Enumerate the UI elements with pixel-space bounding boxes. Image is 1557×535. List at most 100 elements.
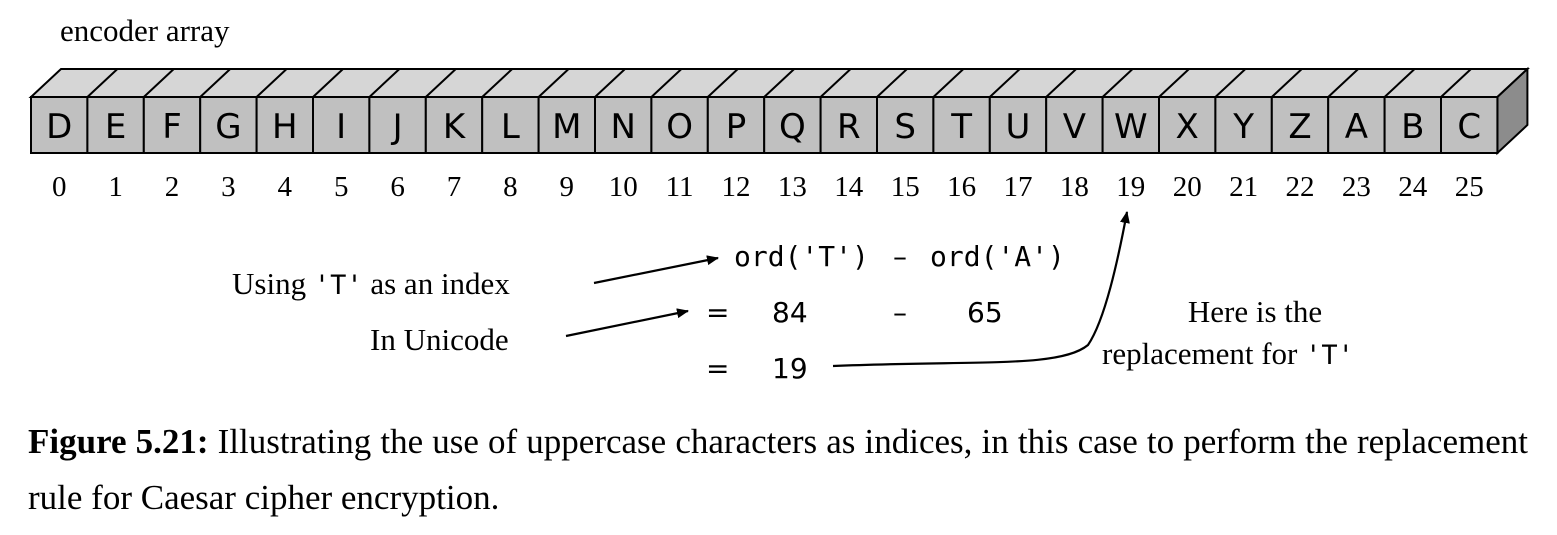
array-cell-letter: N — [610, 107, 635, 147]
array-index: 5 — [334, 171, 349, 203]
arrow-unicode-to-equation — [565, 308, 689, 338]
array-cell-14 — [819, 96, 878, 154]
array-cell-11 — [650, 96, 709, 154]
arrow-result-to-index-19 — [832, 211, 1130, 368]
array-cell-3 — [199, 96, 258, 154]
array-top-divider — [1440, 68, 1472, 98]
array-cell-1 — [86, 96, 145, 154]
unicode-annotation: In Unicode — [370, 322, 509, 357]
array-index: 20 — [1173, 171, 1202, 203]
replacement-annotation-line2: replacement for 'T' — [1102, 336, 1354, 371]
array-index: 13 — [778, 171, 807, 203]
array-top-divider — [143, 68, 175, 98]
array-index: 21 — [1229, 171, 1258, 203]
equation-ord-a: ord('A') — [930, 240, 1065, 273]
arrow-index-to-equation — [593, 255, 719, 285]
array-index: 9 — [560, 171, 575, 203]
array-top-divider — [1045, 68, 1077, 98]
index-annotation-suffix: as an index — [363, 266, 511, 301]
array-cell-9 — [537, 96, 596, 154]
array-top-divider — [481, 68, 513, 98]
figure-caption-text: Illustrating the use of uppercase charac… — [28, 422, 1528, 517]
array-cell-letter: U — [1006, 107, 1031, 147]
array-index: 23 — [1342, 171, 1371, 203]
array-label: encoder array — [60, 13, 230, 48]
array-cell-letter: S — [894, 107, 916, 147]
array-top-divider — [594, 68, 626, 98]
index-annotation-code: 'T' — [314, 270, 363, 301]
array-index: 2 — [165, 171, 180, 203]
array-index: 10 — [609, 171, 638, 203]
array-cell-letter: C — [1457, 107, 1481, 147]
array-cell-letter: W — [1114, 107, 1148, 147]
array-index: 18 — [1060, 171, 1089, 203]
array-top-divider — [876, 68, 908, 98]
array-cell-letter: T — [950, 107, 972, 147]
equation-value-a: 65 — [967, 296, 1003, 329]
array-cell-letter: M — [552, 107, 581, 147]
figure-caption-label: Figure 5.21: — [28, 422, 209, 461]
array-index: 22 — [1286, 171, 1315, 203]
array-cell-24 — [1383, 96, 1442, 154]
array-cell-17 — [988, 96, 1048, 154]
array-cell-letter: D — [46, 107, 72, 147]
array-index: 3 — [221, 171, 236, 203]
array-top-divider — [1214, 68, 1247, 98]
array-top-divider — [425, 68, 457, 98]
equation-ord-t: ord('T') — [734, 240, 869, 273]
array-cell-letter: Z — [1288, 107, 1311, 147]
array-cell-letter: Q — [779, 107, 806, 147]
array-cell-5 — [312, 96, 371, 154]
array-top-divider — [819, 68, 852, 98]
array-top-divider — [707, 68, 739, 98]
array-cell-letter: G — [215, 107, 241, 147]
array-top-divider — [537, 68, 570, 98]
array-cell-letter: R — [837, 107, 861, 147]
array-index: 7 — [447, 171, 462, 203]
array-top-divider — [1383, 68, 1416, 98]
array-index: 1 — [108, 171, 123, 203]
array-top-divider — [368, 68, 401, 98]
array-index: 8 — [503, 171, 518, 203]
equation-result: 19 — [772, 352, 808, 385]
array-top-divider — [1101, 68, 1134, 98]
array-cell-18 — [1045, 96, 1104, 154]
array-cell-21 — [1214, 96, 1273, 154]
array-top-divider — [650, 68, 683, 98]
array-index: 14 — [834, 171, 864, 203]
array-cell-letter: J — [391, 107, 403, 147]
figure-caption: Figure 5.21: Illustrating the use of upp… — [28, 414, 1528, 526]
array-top-divider — [199, 68, 231, 98]
equation-value-t: 84 — [772, 296, 808, 329]
array-index: 0 — [52, 171, 67, 203]
array-top-divider — [1158, 68, 1190, 98]
array-index: 15 — [891, 171, 920, 203]
array-index: 12 — [722, 171, 751, 203]
array-cell-2 — [142, 96, 202, 154]
array-cell-letter: P — [726, 107, 747, 147]
equation-minus-2: – — [893, 296, 907, 329]
array-cell-20 — [1158, 96, 1217, 154]
array-cell-letter: F — [162, 107, 182, 147]
array-top-divider — [312, 68, 344, 98]
array-index: 4 — [278, 171, 293, 203]
equation-equals-2: = — [706, 352, 729, 385]
array-cell-23 — [1327, 96, 1386, 154]
array-cell-6 — [368, 96, 427, 154]
array-cell-7 — [424, 96, 484, 154]
array-cell-19 — [1101, 96, 1160, 154]
index-annotation: Using 'T' as an index — [232, 266, 510, 301]
array-cell-letter: H — [272, 107, 298, 147]
replacement-annotation-code: 'T' — [1305, 340, 1354, 371]
array-index: 24 — [1398, 171, 1428, 203]
array-top-divider — [1327, 68, 1359, 98]
array-index: 16 — [947, 171, 976, 203]
array-cell-4 — [255, 96, 315, 154]
array-top-divider — [1271, 68, 1303, 98]
array-cell-letter: Y — [1232, 107, 1254, 147]
array-top-divider — [989, 68, 1021, 98]
array-cell-letter: X — [1176, 107, 1199, 147]
array-cell-letter: L — [501, 107, 520, 147]
